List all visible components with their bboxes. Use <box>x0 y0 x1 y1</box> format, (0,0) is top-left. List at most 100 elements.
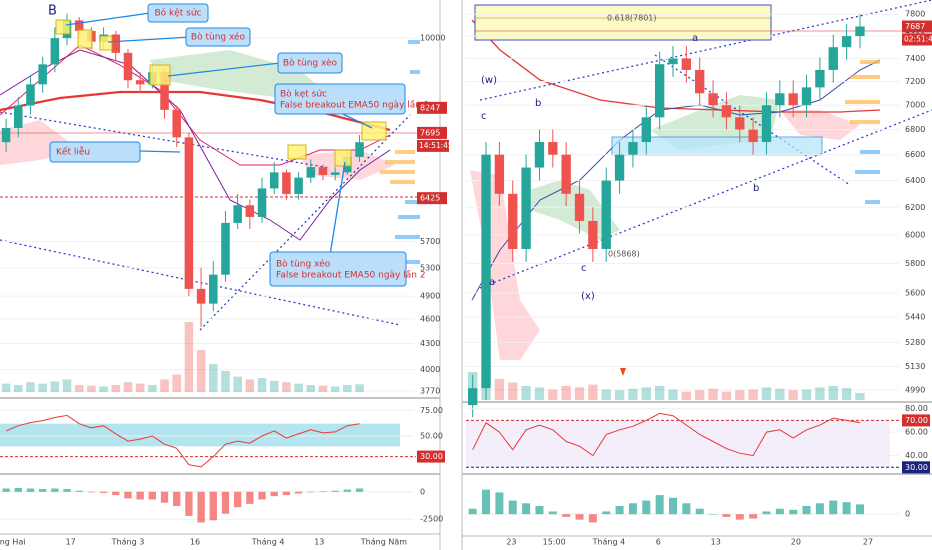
candle-body <box>841 36 852 48</box>
macd-bar <box>221 491 230 514</box>
macd-tick-label: 0 <box>905 510 910 519</box>
x-tick-label: Tháng 4 <box>251 538 285 547</box>
trendline <box>0 239 401 326</box>
candle-body <box>708 93 718 106</box>
macd-bar <box>535 506 544 515</box>
highlight <box>77 29 93 49</box>
macd-bar <box>136 491 144 500</box>
y-tick-label: 6600 <box>905 150 925 159</box>
macd-bar <box>735 514 744 520</box>
wave-label: c <box>481 111 487 122</box>
x-tick-label: 13 <box>314 538 324 547</box>
macd-bar <box>855 504 864 515</box>
x-tick-label: tháng Hai <box>0 538 26 547</box>
candle-body <box>184 137 194 289</box>
candle-body <box>355 142 364 157</box>
macd-bar <box>749 514 758 519</box>
y-tick-label: 5440 <box>905 313 925 322</box>
macd-tick-label: 0 <box>420 487 425 496</box>
candle-body <box>269 172 279 189</box>
candle-body <box>172 109 181 138</box>
macd-bar <box>482 489 491 515</box>
fib-label: 0.618(7801) <box>607 14 657 23</box>
wave-label: B <box>48 4 57 19</box>
candle-body <box>721 105 732 118</box>
candle-body <box>681 58 692 70</box>
macd-bar <box>562 514 571 517</box>
macd-bar <box>270 491 278 497</box>
candle-body <box>123 52 133 81</box>
macd-bar <box>615 506 624 515</box>
volume-bar <box>26 382 35 392</box>
volume-bar <box>343 385 352 392</box>
volume-bar <box>294 383 303 392</box>
rsi-tick-label: 40.00 <box>905 451 928 460</box>
wave-label: c <box>581 263 587 274</box>
macd-bar <box>209 491 217 521</box>
wave-label: a <box>692 33 698 44</box>
wave-label: b <box>535 98 541 109</box>
y-tick-label: 5600 <box>905 288 925 297</box>
macd-bar <box>668 497 678 515</box>
x-tick-label: 13 <box>711 538 721 547</box>
wave-label: (w) <box>481 75 497 86</box>
annotations: B Bỏ kệt sức Bò tùng xéo Bò tùng xèo Bò … <box>48 3 759 302</box>
y-tick-label: 4300 <box>420 339 440 348</box>
price-tag <box>417 126 447 139</box>
macd-bar <box>789 509 798 515</box>
macd-bar <box>124 491 132 499</box>
countdown-label: 14:51:45 <box>419 141 453 150</box>
macd-bar <box>2 488 10 492</box>
rsi-tag <box>902 461 930 474</box>
callout <box>147 3 209 23</box>
volume-bar <box>735 390 745 400</box>
macd-bar <box>722 514 731 517</box>
volume-bar <box>306 385 316 392</box>
volume-bar <box>209 364 218 392</box>
macd-bar <box>26 488 35 492</box>
macd-bar <box>628 503 637 515</box>
candle-body <box>209 274 218 304</box>
volume-bar <box>135 383 145 392</box>
countdown-tag <box>417 139 449 152</box>
macd-bar <box>51 488 59 492</box>
volume-bar <box>668 389 678 400</box>
volume-bar <box>548 389 558 400</box>
macd-bar <box>775 508 784 515</box>
volume-bar <box>257 378 267 392</box>
macd-bar <box>655 495 664 515</box>
volume-bar <box>269 380 279 392</box>
macd-bar <box>842 502 851 515</box>
volume-bar <box>74 385 84 392</box>
wave-label: (x) <box>581 291 595 302</box>
candle-body <box>233 205 242 223</box>
macd-bar <box>709 514 718 515</box>
candle-body <box>508 193 518 249</box>
callout-text: False breakout EMA50 ngày lần 1 <box>280 100 430 111</box>
candle-body <box>282 172 291 194</box>
volume-bar <box>318 385 328 392</box>
countdown-tag <box>902 33 932 46</box>
fib-zone <box>474 4 772 41</box>
macd-bar <box>468 508 477 515</box>
candle-body <box>50 38 60 65</box>
volume-bar <box>588 384 598 400</box>
macd-bar <box>548 511 557 515</box>
callout-text: Bỏ kệt sức <box>154 8 201 19</box>
trendline <box>479 109 932 289</box>
volume-bar <box>561 386 571 400</box>
y-tick-label: 4600 <box>420 315 440 324</box>
callout-arrow <box>107 36 191 43</box>
price-tag-label: 7695 <box>420 128 440 137</box>
y-tick-label: 4000 <box>420 365 440 374</box>
candle-body <box>38 64 47 85</box>
callout-text: Bò tùng xéo <box>191 32 246 43</box>
price-tag <box>902 20 932 33</box>
trendline <box>0 111 331 169</box>
macd-bar <box>87 491 96 493</box>
volume-bar <box>494 379 505 400</box>
callout-text: Bò kẹt sức <box>280 89 327 100</box>
macd-bar <box>294 491 303 494</box>
volume-bar <box>721 391 732 400</box>
